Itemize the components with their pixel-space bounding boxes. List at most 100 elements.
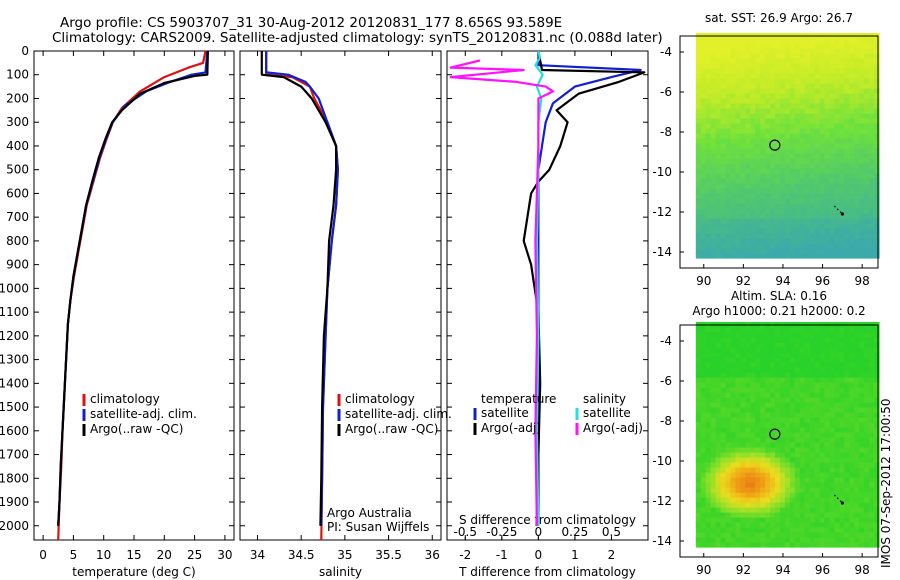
map-xtick-label: 94 [775, 274, 790, 288]
series-line-temperature-argorawqc [57, 51, 209, 526]
map-ytick-label: -4 [660, 45, 672, 59]
map-title-sla-map: Altim. SLA: 0.16 [731, 289, 827, 303]
map-xtick-label: 98 [855, 274, 870, 288]
map-title-sst-map: sat. SST: 26.9 Argo: 26.7 [705, 11, 853, 25]
legend-entry-diff-temp-argo-label: Argo(-adj) [481, 421, 541, 435]
ytick-label: 500 [6, 163, 29, 177]
series-line-salinity-argorawqc [260, 51, 338, 526]
annotation-pi-name: PI: Susan Wijffels [327, 520, 429, 534]
map-ytick-label: -8 [660, 414, 672, 428]
ytick-label: 300 [6, 115, 29, 129]
series-group-temperature [57, 51, 209, 540]
map-ytick-label: -10 [652, 165, 672, 179]
map-xtick-label: 92 [736, 563, 751, 577]
annotation-argo-australia: Argo Australia [327, 506, 412, 520]
map-xtick-label: 92 [736, 274, 751, 288]
figure-title-line2: Climatology: CARS2009. Satellite-adjuste… [52, 30, 663, 46]
xtick-label-salinity: 34 [250, 548, 265, 562]
xtick-label-difference: 2 [608, 548, 616, 562]
ytick-label: 1200 [0, 329, 29, 343]
ytick-label: 900 [6, 258, 29, 272]
x2tick-label: 0.5 [602, 525, 621, 539]
argo-track [833, 494, 843, 504]
xtick-label-temperature: 20 [157, 548, 172, 562]
panel-sst-map: 90 92 94 96 98 -4 -6 -8 -10 -12 -14 sat. SST: 26.9 … [652, 11, 880, 288]
x2label: S difference from climatology [459, 513, 636, 527]
panel-difference: -2 -1 0 1 2 T difference from climatology -0.5… [446, 50, 649, 579]
series-line-difference-argoadj-salinity [449, 59, 555, 526]
ytick-label: 1800 [0, 471, 29, 485]
ytick-label: 100 [6, 68, 29, 82]
x2tick-label: 0.25 [562, 525, 589, 539]
ytick-label: 0 [21, 44, 29, 58]
argo-position-marker [769, 428, 781, 440]
ytick-label: 800 [6, 234, 29, 248]
map-xtick-label: 94 [775, 563, 790, 577]
xtick-label-salinity: 36 [425, 548, 440, 562]
xtick-label-salinity: 35 [337, 548, 352, 562]
imos-timestamp: IMOS 07-Sep-2012 17:00:50 [879, 398, 893, 568]
map-ytick-label: -12 [652, 494, 672, 508]
x2tick-label: -0.5 [454, 525, 477, 539]
ytick-label: 700 [6, 210, 29, 224]
legend-entry-diff-sal-satellite-label: satellite [583, 406, 631, 420]
ytick-label: 1600 [0, 424, 29, 438]
map-ytick-label: -14 [652, 534, 672, 548]
xtick-label-temperature: 25 [187, 548, 202, 562]
legend-header-salinity: salinity [583, 392, 626, 406]
ytick-label: 1500 [0, 400, 29, 414]
ytick-label: 1900 [0, 495, 29, 509]
map-ytick-label: -6 [660, 85, 672, 99]
xtick-label-difference: 0 [535, 548, 543, 562]
argo-track-end [840, 212, 844, 216]
ytick-label: 200 [6, 91, 29, 105]
plot-frame-salinity [239, 50, 442, 541]
ytick-label: 2000 [0, 519, 29, 533]
xlabel-salinity: salinity [319, 565, 362, 579]
map-xtick-label: 98 [855, 563, 870, 577]
map-xtick-label: 90 [696, 274, 711, 288]
panel-sla-map: 90 92 94 96 98 -4 -6 -8 -10 -12 -14 Altim. SLA: 0.1… [652, 289, 880, 577]
plot-frame-temperature [33, 50, 235, 541]
xtick-label-temperature: 10 [96, 548, 111, 562]
series-group-salinity [260, 51, 339, 540]
legend-entry-diff-sal-argo-label: Argo(-adj) [583, 421, 643, 435]
legend-entry-diff-temp-satellite-label: satellite [481, 406, 529, 420]
series-line-difference-satellite-salinity [534, 51, 544, 526]
panel-salinity: 34 34.5 35 35.5 36 salinity [239, 50, 442, 579]
panel-temperature: 0 5 10 15 20 25 300100200300400500600700800900… [0, 44, 235, 579]
xtick-label-temperature: 5 [70, 548, 78, 562]
map-xtick-label: 96 [815, 563, 830, 577]
figure-title-line1: Argo profile: CS 5903707_31 30-Aug-2012 … [60, 15, 563, 31]
series-group-difference [449, 51, 646, 526]
xtick-label-difference: -2 [459, 548, 471, 562]
map-subtitle-sla-map: Argo h1000: 0.21 h2000: 0.2 [692, 304, 865, 318]
ytick-label: 400 [6, 139, 29, 153]
ytick-label: 1700 [0, 448, 29, 462]
legend-entry-salinity-label: satellite-adj. clim. [345, 407, 452, 421]
map-ytick-label: -8 [660, 125, 672, 139]
xtick-label-temperature: 30 [217, 548, 232, 562]
map-ytick-label: -14 [652, 245, 672, 259]
legend-entry-temperature-label: satellite-adj. clim. [90, 407, 197, 421]
xtick-label-difference: -1 [496, 548, 508, 562]
argo-track-end [840, 501, 844, 505]
xlabel-temperature: temperature (deg C) [72, 565, 195, 579]
ytick-label: 1000 [0, 281, 29, 295]
map-ytick-label: -12 [652, 205, 672, 219]
x2tick-label: -0.25 [486, 525, 517, 539]
ytick-label: 1400 [0, 376, 29, 390]
map-ytick-label: -6 [660, 374, 672, 388]
map-ytick-label: -10 [652, 454, 672, 468]
argo-position-marker [769, 139, 781, 151]
xtick-label-salinity: 35.5 [375, 548, 402, 562]
legend-difference: temperature salinitysatelliteArgo(-adj)sa… [473, 392, 643, 435]
legend-entry-salinity-label: Argo(..raw -QC) [345, 422, 438, 436]
ytick-label: 1100 [0, 305, 29, 319]
argo-track [833, 205, 843, 215]
xtick-label-temperature: 0 [39, 548, 47, 562]
legend-entry-temperature-label: climatology [90, 392, 160, 406]
